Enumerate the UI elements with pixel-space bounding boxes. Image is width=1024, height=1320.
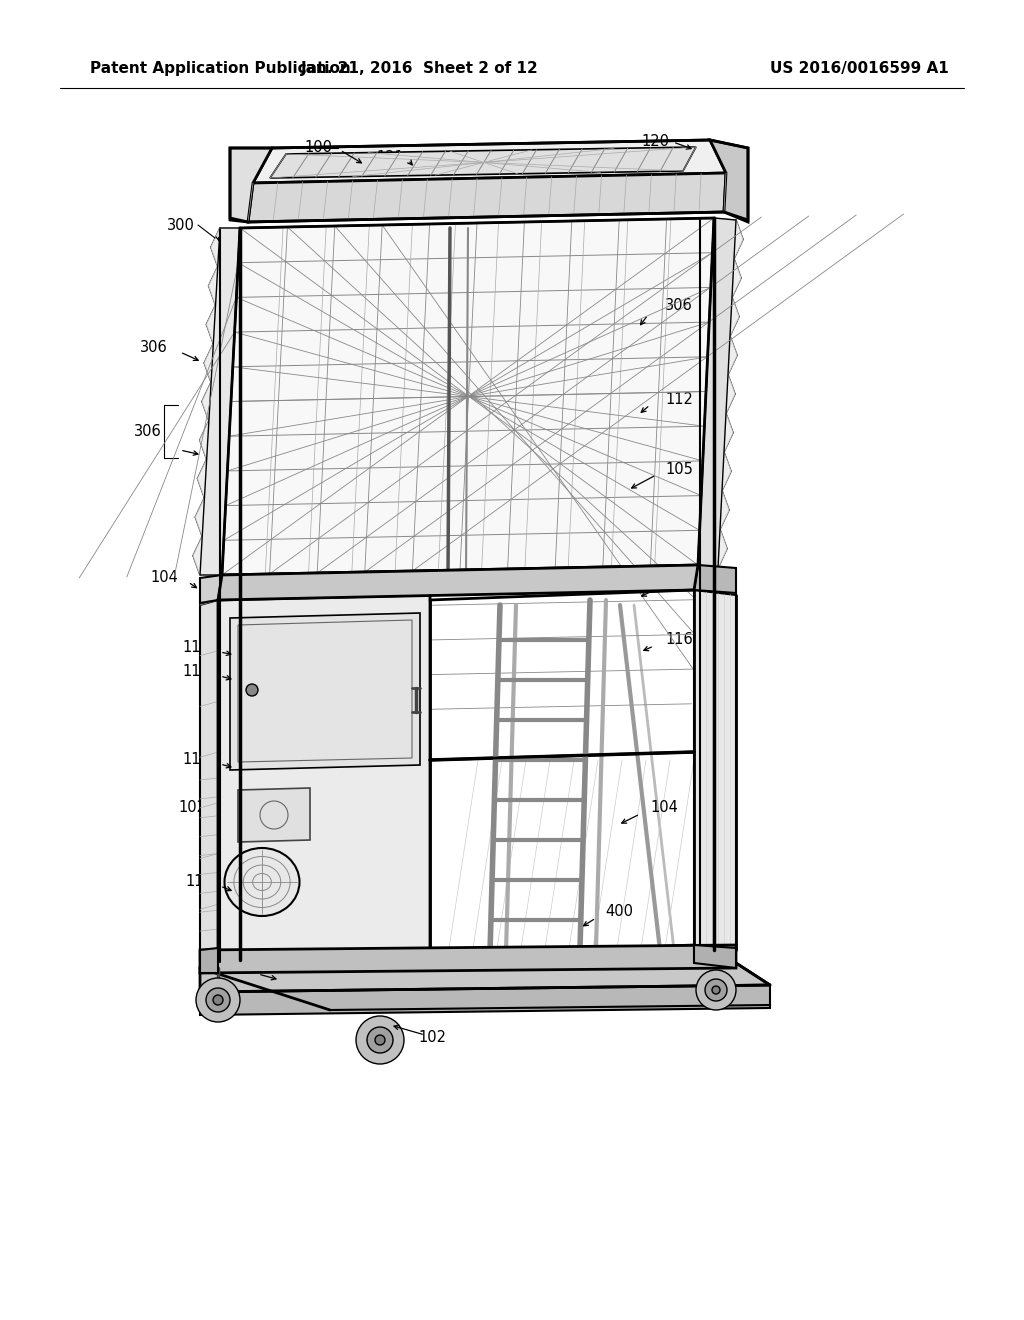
Circle shape [196,978,240,1022]
Circle shape [206,987,230,1012]
Text: 105: 105 [665,462,693,478]
Ellipse shape [224,847,299,916]
Polygon shape [230,612,420,770]
Text: 120: 120 [641,135,669,149]
Polygon shape [710,140,748,220]
Polygon shape [713,218,743,259]
Circle shape [356,1016,404,1064]
Text: 400: 400 [605,904,633,920]
Polygon shape [194,536,224,576]
Circle shape [712,986,720,994]
Polygon shape [204,343,234,383]
Polygon shape [218,565,698,601]
Circle shape [696,970,736,1010]
Polygon shape [253,140,726,183]
Circle shape [213,995,223,1005]
Text: 116: 116 [665,632,693,648]
Polygon shape [207,305,236,343]
Text: Jan. 21, 2016  Sheet 2 of 12: Jan. 21, 2016 Sheet 2 of 12 [301,61,539,75]
Polygon shape [709,296,739,337]
Polygon shape [248,173,726,222]
Polygon shape [200,601,218,960]
Polygon shape [200,228,240,576]
Polygon shape [200,948,218,973]
Text: 306: 306 [665,297,693,313]
Polygon shape [694,565,736,593]
Polygon shape [218,595,430,954]
Text: 115: 115 [182,752,210,767]
Text: 104: 104 [151,570,178,586]
Text: 306: 306 [134,425,162,440]
Polygon shape [198,459,228,498]
Polygon shape [699,488,729,529]
Text: 306: 306 [140,341,168,355]
Circle shape [246,684,258,696]
Polygon shape [211,228,240,267]
Text: 112: 112 [665,392,693,408]
Polygon shape [202,383,232,421]
Text: 116: 116 [182,640,210,656]
Circle shape [367,1027,393,1053]
Polygon shape [238,788,310,842]
Polygon shape [200,576,222,603]
Text: 102: 102 [178,800,206,816]
Text: 104: 104 [650,800,678,816]
Polygon shape [707,334,737,375]
Text: FIG. 2: FIG. 2 [534,982,602,1002]
Text: 102: 102 [418,1031,446,1045]
Text: 113: 113 [222,962,250,978]
Text: 100: 100 [304,140,332,156]
Polygon shape [694,590,736,950]
Polygon shape [694,945,736,968]
Polygon shape [711,256,741,297]
Text: 116: 116 [182,664,210,680]
Circle shape [705,979,727,1001]
Polygon shape [222,218,714,576]
Polygon shape [706,372,735,413]
Polygon shape [209,267,238,305]
Polygon shape [200,964,770,993]
Text: 116: 116 [665,578,693,593]
Polygon shape [230,148,272,222]
Polygon shape [703,411,733,451]
Polygon shape [701,449,731,491]
Polygon shape [698,527,727,568]
Polygon shape [196,498,226,536]
Text: US 2016/0016599 A1: US 2016/0016599 A1 [770,61,949,75]
Polygon shape [200,985,770,1015]
Polygon shape [200,945,736,973]
Text: 300: 300 [167,218,195,232]
Text: Patent Application Publication: Patent Application Publication [90,61,351,75]
Circle shape [375,1035,385,1045]
Text: 121: 121 [376,150,403,165]
Polygon shape [200,421,230,459]
Polygon shape [270,147,696,178]
Text: 114: 114 [185,874,213,890]
Polygon shape [698,218,736,568]
